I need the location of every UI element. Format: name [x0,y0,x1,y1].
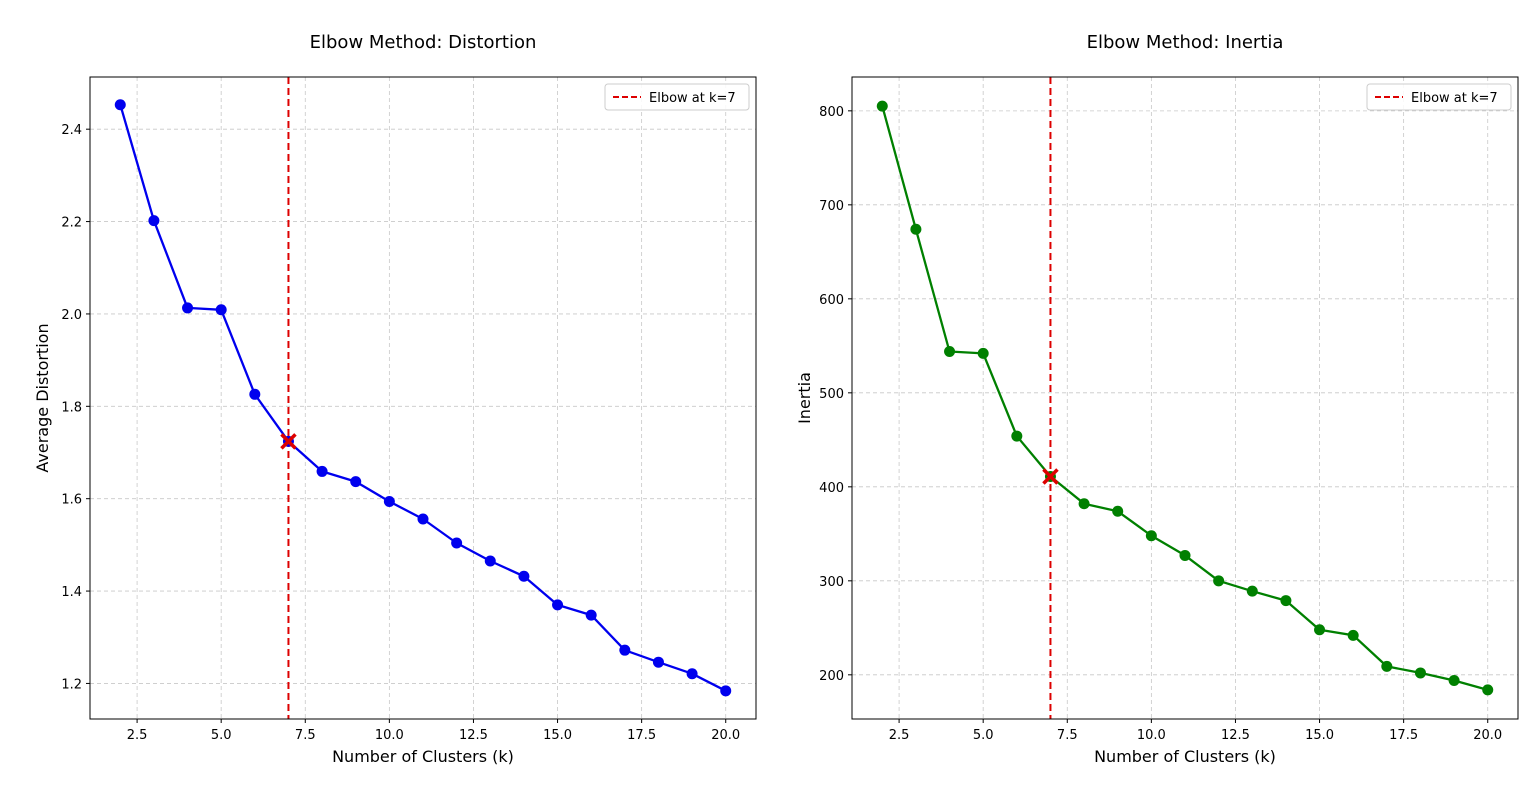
data-point [316,465,328,477]
legend-label: Elbow at k=7 [1411,91,1498,106]
elbow-marker-stroke [280,433,297,450]
y-tick-label: 300 [819,575,844,590]
data-point [1482,684,1494,696]
data-point [1414,667,1426,679]
legend-box [1366,83,1512,111]
data-point [1179,549,1191,561]
data-point [451,537,463,549]
data-point [977,347,989,359]
x-tick-label: 15.0 [1305,728,1334,743]
legend: Elbow at k=7 [604,83,750,111]
x-tick-label: 2.5 [889,728,910,743]
elbow-marker [1042,468,1059,485]
legend-box [604,83,750,111]
y-tick-label: 1.6 [61,493,82,508]
data-point [518,570,530,582]
data-point [686,668,698,680]
data-point [1347,629,1359,641]
x-tick-label: 17.5 [1389,728,1418,743]
data-point [114,99,126,111]
x-tick-label: 20.0 [1473,728,1502,743]
x-tick-label: 12.5 [1221,728,1250,743]
x-tick-label: 5.0 [973,728,994,743]
plot-frame [851,76,1519,720]
chart-title: Elbow Method: Inertia [1087,32,1284,53]
data-point [585,609,597,621]
x-tick-label: 12.5 [459,728,488,743]
x-tick-label: 10.0 [375,728,404,743]
elbow-marker [280,433,297,450]
x-tick-label: 7.5 [295,728,316,743]
y-tick-label: 600 [819,293,844,308]
data-point [944,345,956,357]
series-line [119,104,727,692]
data-point [1011,430,1023,442]
x-tick-label: 10.0 [1137,728,1166,743]
y-tick-label: 400 [819,481,844,496]
elbow-marker-stroke [1042,468,1059,485]
data-point [552,599,564,611]
data-point [1381,660,1393,672]
x-tick-label: 2.5 [127,728,148,743]
inertia-chart: 2.5 5.0 7.5 10.0 12.5 15.0 17.5 20.0 200 300 400 50… [795,32,1519,766]
y-tick-label: 800 [819,105,844,120]
x-tick-label: 17.5 [627,728,656,743]
y-tick-label: 200 [819,669,844,684]
data-point [417,513,429,525]
data-point [876,100,888,112]
data-point [619,644,631,656]
y-tick-label: 1.2 [61,677,82,692]
data-point [484,555,496,567]
y-tick-label: 2.2 [61,216,82,231]
data-point [383,495,395,507]
x-tick-label: 5.0 [211,728,232,743]
x-tick-label: 15.0 [543,728,572,743]
data-point [148,215,160,227]
data-point [1145,530,1157,542]
distortion-chart: 2.5 5.0 7.5 10.0 12.5 15.0 17.5 20.0 1.2 1.4 1.6 1.… [33,32,757,766]
y-axis-label: Inertia [795,372,814,424]
data-point [182,302,194,314]
y-tick-label: 1.8 [61,400,82,415]
data-point [1448,674,1460,686]
y-tick-label: 500 [819,387,844,402]
y-tick-label: 2.0 [61,308,82,323]
series-line [881,105,1489,692]
y-axis-label: Average Distortion [33,323,52,472]
x-tick-label: 20.0 [711,728,740,743]
data-point [1246,585,1258,597]
data-point [1112,505,1124,517]
data-point [1213,575,1225,587]
data-point [910,223,922,235]
x-axis-label: Number of Clusters (k) [1094,747,1276,766]
data-point [350,476,362,488]
data-point [652,656,664,668]
data-point [720,685,732,697]
legend: Elbow at k=7 [1366,83,1512,111]
data-point [1314,624,1326,636]
legend-label: Elbow at k=7 [649,91,736,106]
y-tick-label: 700 [819,199,844,214]
y-tick-label: 1.4 [61,585,82,600]
chart-title: Elbow Method: Distortion [310,32,537,53]
data-point [249,388,261,400]
plot-frame [89,76,757,720]
x-tick-label: 7.5 [1057,728,1078,743]
data-point [1280,595,1292,607]
x-axis-label: Number of Clusters (k) [332,747,514,766]
y-tick-label: 2.4 [61,123,82,138]
data-point [215,304,227,316]
data-point [1078,498,1090,510]
